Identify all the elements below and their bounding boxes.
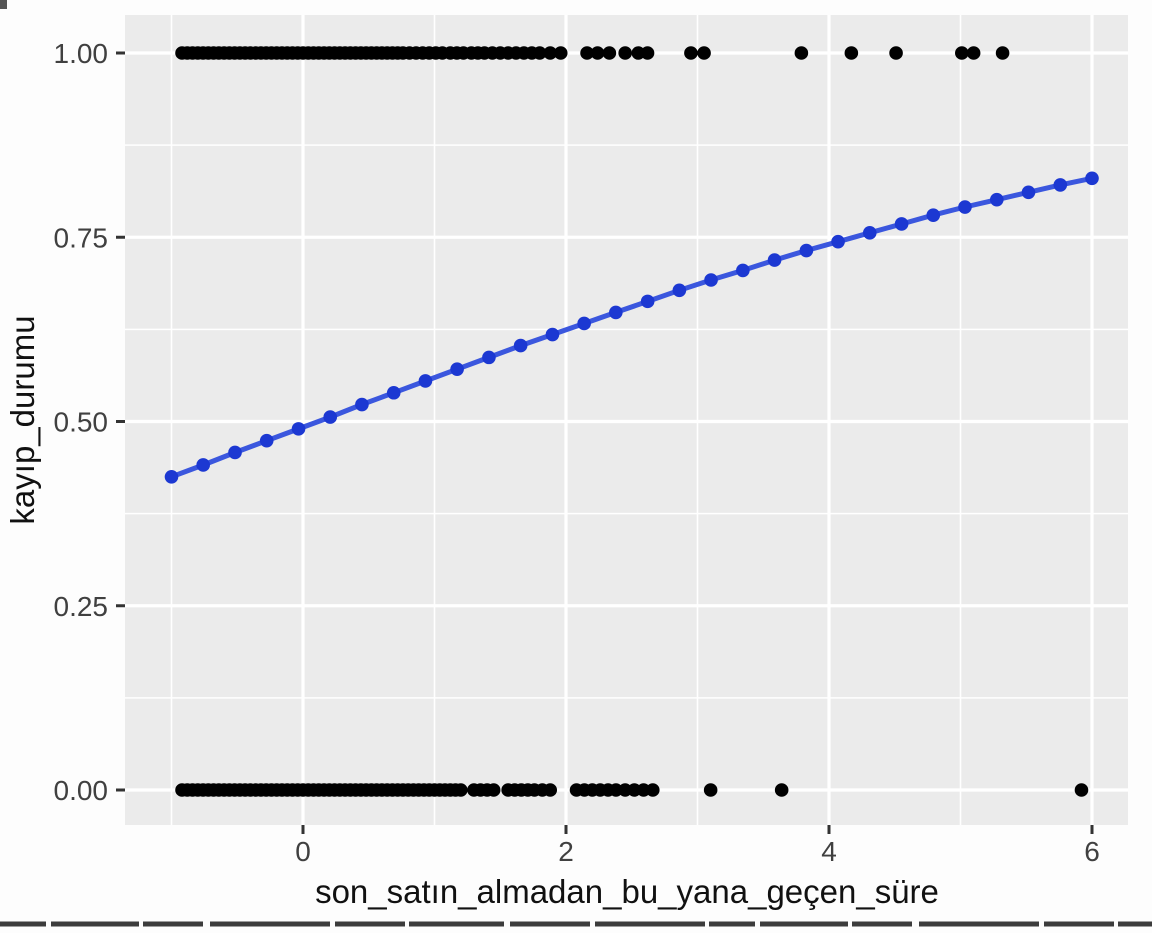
smooth-point [164, 469, 179, 484]
data-point [1074, 783, 1089, 797]
data-point [543, 46, 558, 60]
smooth-fit-points [164, 171, 1099, 484]
major-gridlines [125, 15, 1128, 825]
x-tick-label: 0 [295, 836, 311, 867]
data-point [580, 46, 594, 60]
y-tick-label: 0.00 [54, 775, 109, 806]
data-point [640, 46, 655, 60]
axis-tick-labels: 0 2 4 6 0.00 0.25 0.50 0.75 1.00 [54, 38, 1100, 867]
smooth-point [767, 253, 782, 267]
data-point [889, 46, 903, 60]
data-point [774, 783, 789, 797]
y-tick-label: 0.75 [54, 222, 109, 253]
smooth-point [672, 283, 687, 298]
data-point [966, 46, 981, 60]
smooth-point [831, 234, 845, 249]
smooth-point [386, 385, 401, 400]
y-tick-label: 1.00 [54, 38, 109, 69]
smooth-point [958, 200, 972, 214]
smooth-point [228, 445, 242, 460]
smooth-point [640, 294, 655, 309]
y-axis-title: kayıp_durumu [4, 315, 41, 524]
smooth-point [196, 458, 210, 472]
data-point [486, 783, 501, 797]
smooth-point [989, 192, 1004, 207]
scatter-points-y0 [175, 783, 1089, 797]
smooth-point [450, 362, 464, 376]
data-point [844, 46, 859, 60]
scatter-points-y1 [175, 46, 1010, 60]
x-axis-title: son_satın_almadan_bu_yana_geçen_süre [315, 873, 939, 910]
data-point [703, 783, 718, 797]
smooth-point [482, 350, 496, 365]
data-point [995, 46, 1010, 60]
data-point [602, 46, 617, 60]
corner-artifact [0, 0, 7, 9]
smooth-point [704, 273, 718, 287]
smooth-point [926, 208, 941, 222]
smooth-point [418, 374, 433, 388]
data-point [454, 783, 468, 797]
smooth-point [894, 217, 909, 231]
y-tick-label: 0.25 [54, 591, 109, 622]
x-tick-label: 4 [821, 836, 837, 867]
smooth-point [323, 410, 338, 424]
data-point [794, 46, 809, 60]
data-point [645, 783, 660, 797]
smooth-point [291, 422, 306, 436]
data-point [684, 46, 698, 60]
smooth-point [545, 327, 560, 342]
data-point [618, 46, 632, 60]
x-tick-label: 6 [1084, 836, 1100, 867]
smooth-point [862, 226, 877, 240]
data-point [543, 783, 558, 797]
data-point [590, 46, 605, 60]
data-point [955, 46, 969, 60]
data-point [697, 46, 711, 60]
data-point [553, 46, 568, 60]
x-tick-label: 2 [558, 836, 574, 867]
smooth-point [609, 305, 623, 320]
smooth-point [513, 338, 528, 353]
smooth-point [1021, 185, 1036, 200]
y-tick-label: 0.50 [54, 407, 109, 438]
smooth-point [1085, 171, 1099, 186]
smooth-point [736, 263, 750, 278]
smooth-point [799, 243, 814, 258]
axis-tick-marks [116, 51, 1094, 834]
smooth-point [355, 397, 369, 412]
data-point [532, 46, 547, 60]
smooth-point [1053, 178, 1068, 192]
smooth-point [259, 433, 274, 448]
smooth-point [577, 316, 591, 331]
